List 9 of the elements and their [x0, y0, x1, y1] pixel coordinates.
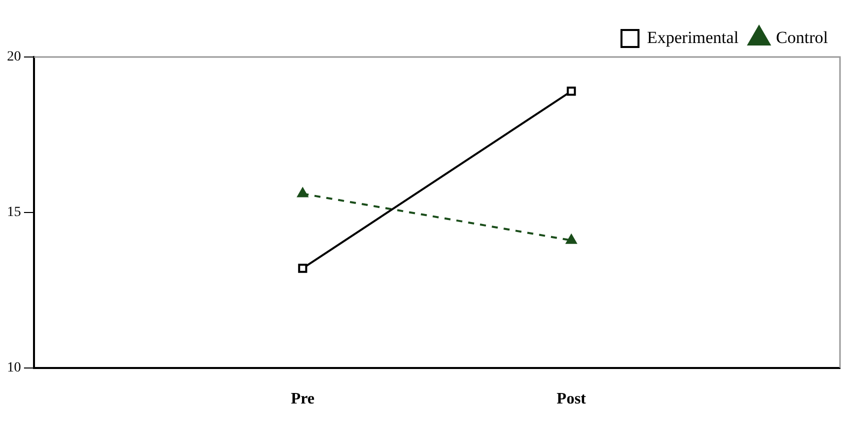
point [298, 264, 308, 273]
y-tick-label: 15 [7, 205, 21, 220]
point [566, 86, 576, 96]
y-tick-label: 20 [7, 50, 21, 65]
x-tick-label: Pre [290, 390, 315, 408]
x-tick-label: Post [556, 390, 587, 408]
legend-label: Control [776, 28, 828, 47]
y-tick-label: 10 [7, 360, 21, 376]
legend-label: Experimental [646, 28, 739, 47]
